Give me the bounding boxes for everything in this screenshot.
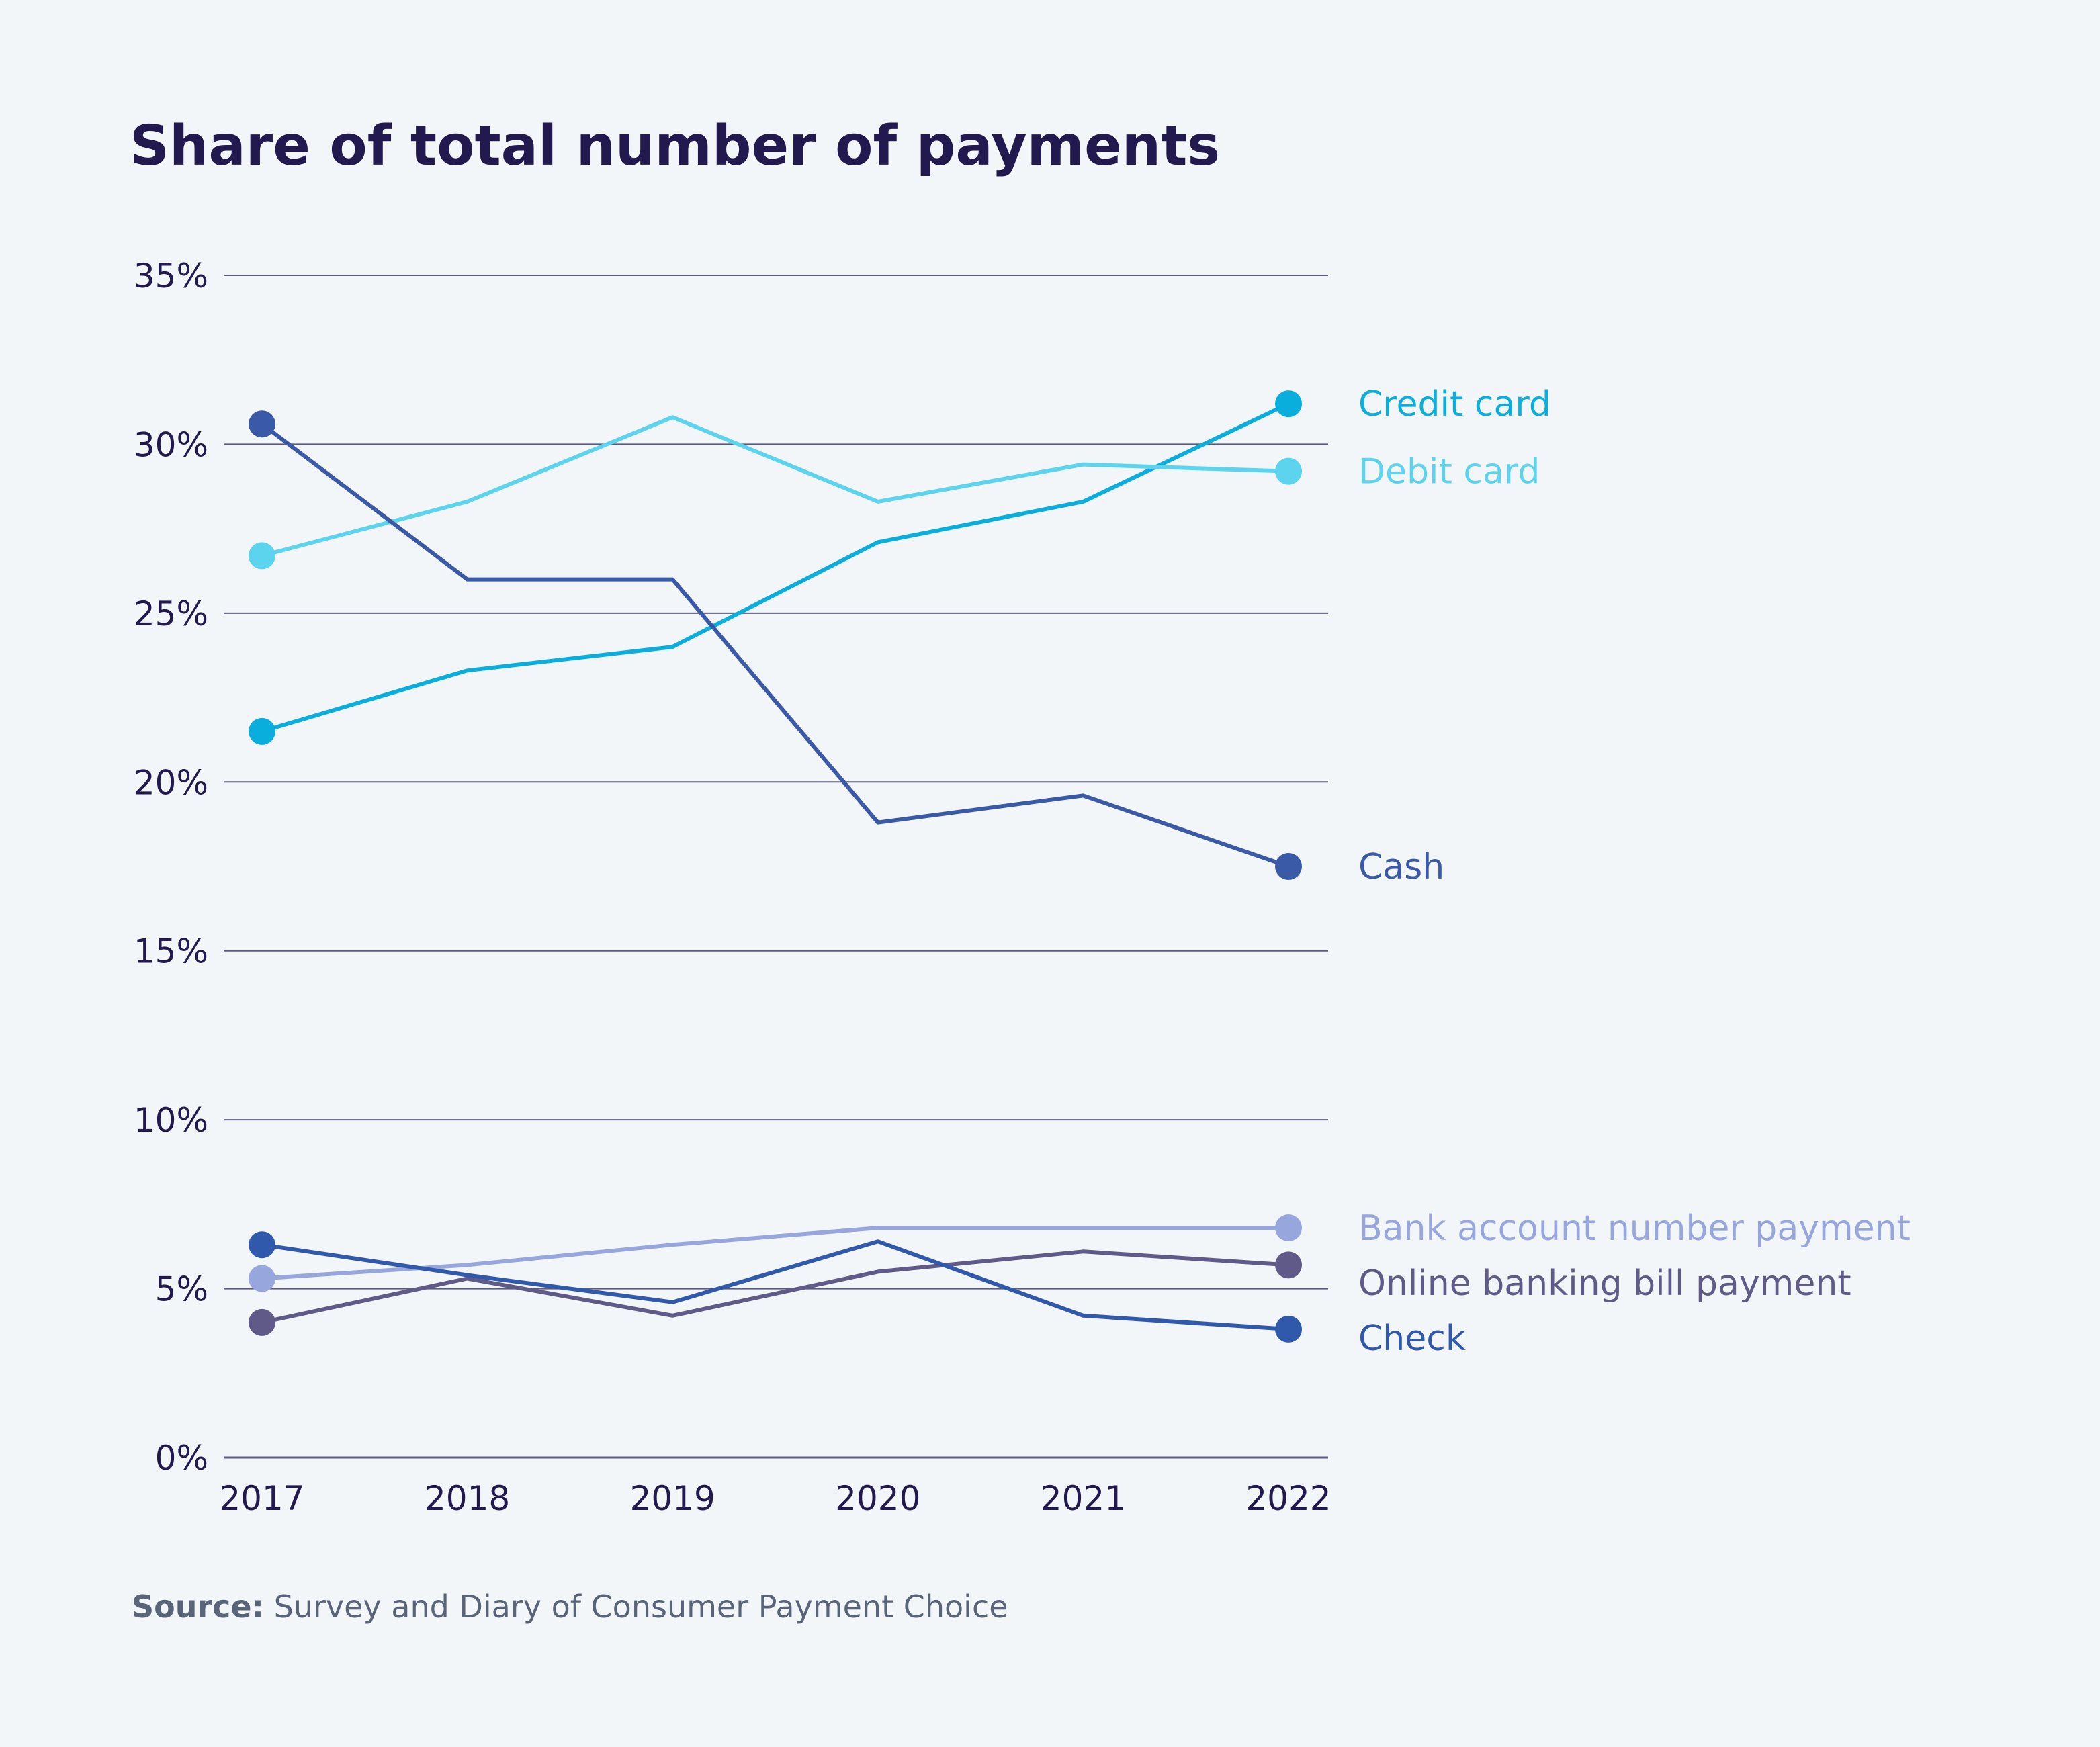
series-online-banking-bill-payment bbox=[249, 1249, 1302, 1336]
series-debit-card bbox=[249, 415, 1302, 570]
series-label-cash: Cash bbox=[1358, 847, 1444, 887]
data-point-online-banking-bill-payment-2022 bbox=[1275, 1251, 1302, 1279]
chart-title: Share of total number of payments bbox=[130, 114, 1220, 178]
grid-lines bbox=[224, 275, 1328, 1459]
data-point-credit-card-2017 bbox=[249, 717, 275, 745]
data-point-online-banking-bill-payment-2017 bbox=[249, 1308, 275, 1336]
x-tick-label-2020: 2020 bbox=[835, 1479, 920, 1518]
series-bank-account-number-payment bbox=[249, 1214, 1302, 1292]
series-label-check: Check bbox=[1358, 1318, 1466, 1359]
y-tick-label-0: 0% bbox=[155, 1439, 208, 1478]
y-tick-label-20: 20% bbox=[134, 763, 208, 802]
source-label: Source: bbox=[132, 1588, 264, 1625]
y-tick-label-30: 30% bbox=[134, 425, 208, 464]
series-line-bank-account-number-payment bbox=[260, 1226, 1290, 1281]
x-axis-ticks: 2017 2018 2019 2020 2021 2022 bbox=[219, 1479, 1331, 1518]
data-point-debit-card-2022 bbox=[1275, 457, 1302, 485]
data-point-cash-2022 bbox=[1275, 853, 1302, 880]
data-point-debit-card-2017 bbox=[249, 542, 275, 570]
series-labels: Credit card Debit card Cash Bank account nu… bbox=[1358, 384, 1911, 1359]
series-label-bank-account-number-payment: Bank account number payment bbox=[1358, 1208, 1911, 1249]
data-point-cash-2017 bbox=[249, 410, 275, 438]
x-tick-label-2018: 2018 bbox=[425, 1479, 510, 1518]
series-credit-card bbox=[249, 390, 1302, 745]
series-label-credit-card: Credit card bbox=[1358, 384, 1551, 424]
series-check bbox=[249, 1231, 1302, 1343]
source-text: Survey and Diary of Consumer Payment Cho… bbox=[264, 1588, 1008, 1625]
data-point-check-2022 bbox=[1275, 1315, 1302, 1343]
y-tick-label-25: 25% bbox=[134, 594, 208, 633]
source-note: Source: Survey and Diary of Consumer Pay… bbox=[132, 1588, 1008, 1625]
data-point-bank-account-number-payment-2017 bbox=[249, 1265, 275, 1292]
data-point-check-2017 bbox=[249, 1231, 275, 1259]
data-point-bank-account-number-payment-2022 bbox=[1275, 1214, 1302, 1242]
y-axis-ticks: 0% 5% 10% 15% 20% 25% 30% 35% bbox=[134, 257, 208, 1478]
y-tick-label-5: 5% bbox=[155, 1270, 208, 1309]
x-tick-label-2017: 2017 bbox=[219, 1479, 304, 1518]
series-label-debit-card: Debit card bbox=[1358, 452, 1540, 492]
x-tick-label-2021: 2021 bbox=[1041, 1479, 1126, 1518]
data-point-credit-card-2022 bbox=[1275, 390, 1302, 418]
x-tick-label-2019: 2019 bbox=[630, 1479, 715, 1518]
y-tick-label-15: 15% bbox=[134, 932, 208, 971]
series-label-online-banking-bill-payment: Online banking bill payment bbox=[1358, 1263, 1851, 1304]
y-tick-label-35: 35% bbox=[134, 257, 208, 296]
series-line-cash bbox=[260, 422, 1290, 868]
series-line-credit-card bbox=[260, 402, 1290, 733]
series-lines bbox=[249, 390, 1302, 1343]
y-tick-label-10: 10% bbox=[134, 1101, 208, 1140]
x-tick-label-2022: 2022 bbox=[1245, 1479, 1331, 1518]
series-line-online-banking-bill-payment bbox=[260, 1249, 1290, 1325]
series-line-check bbox=[260, 1239, 1290, 1331]
series-cash bbox=[249, 410, 1302, 880]
series-line-debit-card bbox=[260, 415, 1290, 558]
